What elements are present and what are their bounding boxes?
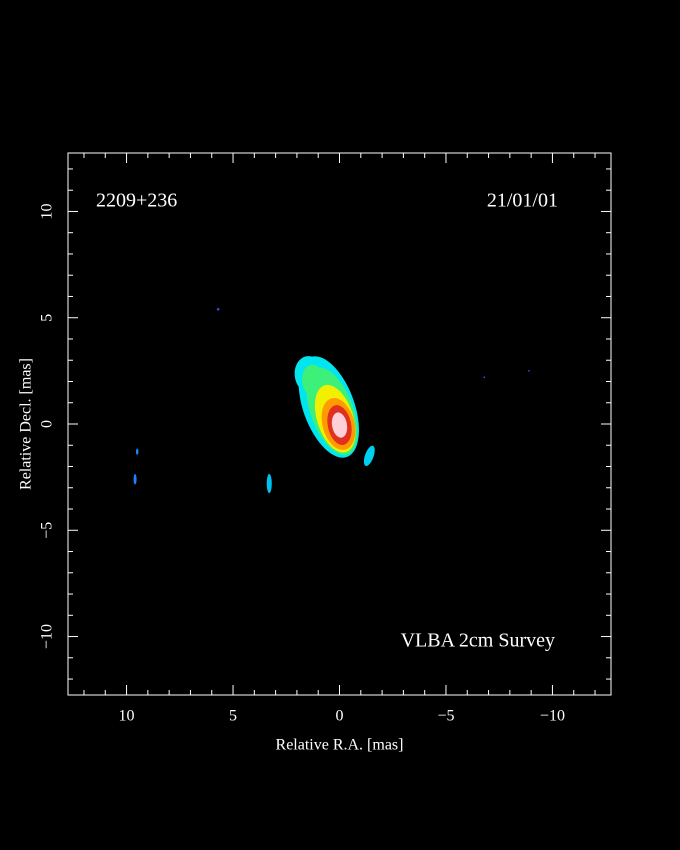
y-tick-label: 0 (39, 420, 56, 428)
y-tick-label: 10 (39, 203, 56, 219)
emission-component (483, 376, 486, 379)
emission-component (266, 473, 272, 494)
source-name: 2209+236 (96, 190, 177, 212)
emission-component (363, 445, 375, 466)
y-axis-label: Relative Decl. [mas] (18, 358, 35, 490)
emission-component (528, 370, 530, 372)
image (133, 307, 530, 494)
x-axis-label: Relative R.A. [mas] (276, 737, 404, 754)
y-tick-label: −10 (39, 624, 56, 649)
emission-component (331, 412, 348, 438)
emission-component (133, 473, 137, 485)
x-tick-label: 10 (119, 708, 135, 725)
emission-component (135, 448, 139, 455)
y-tick-label: −5 (39, 522, 56, 539)
x-tick-label: 0 (336, 708, 344, 725)
epoch: 21/01/01 (487, 190, 558, 212)
x-tick-label: −5 (437, 708, 454, 725)
survey-label: VLBA 2cm Survey (401, 630, 555, 652)
x-tick-label: 5 (229, 708, 237, 725)
emission-component (216, 307, 220, 311)
x-tick-label: −10 (540, 708, 565, 725)
y-tick-label: 5 (39, 314, 56, 322)
